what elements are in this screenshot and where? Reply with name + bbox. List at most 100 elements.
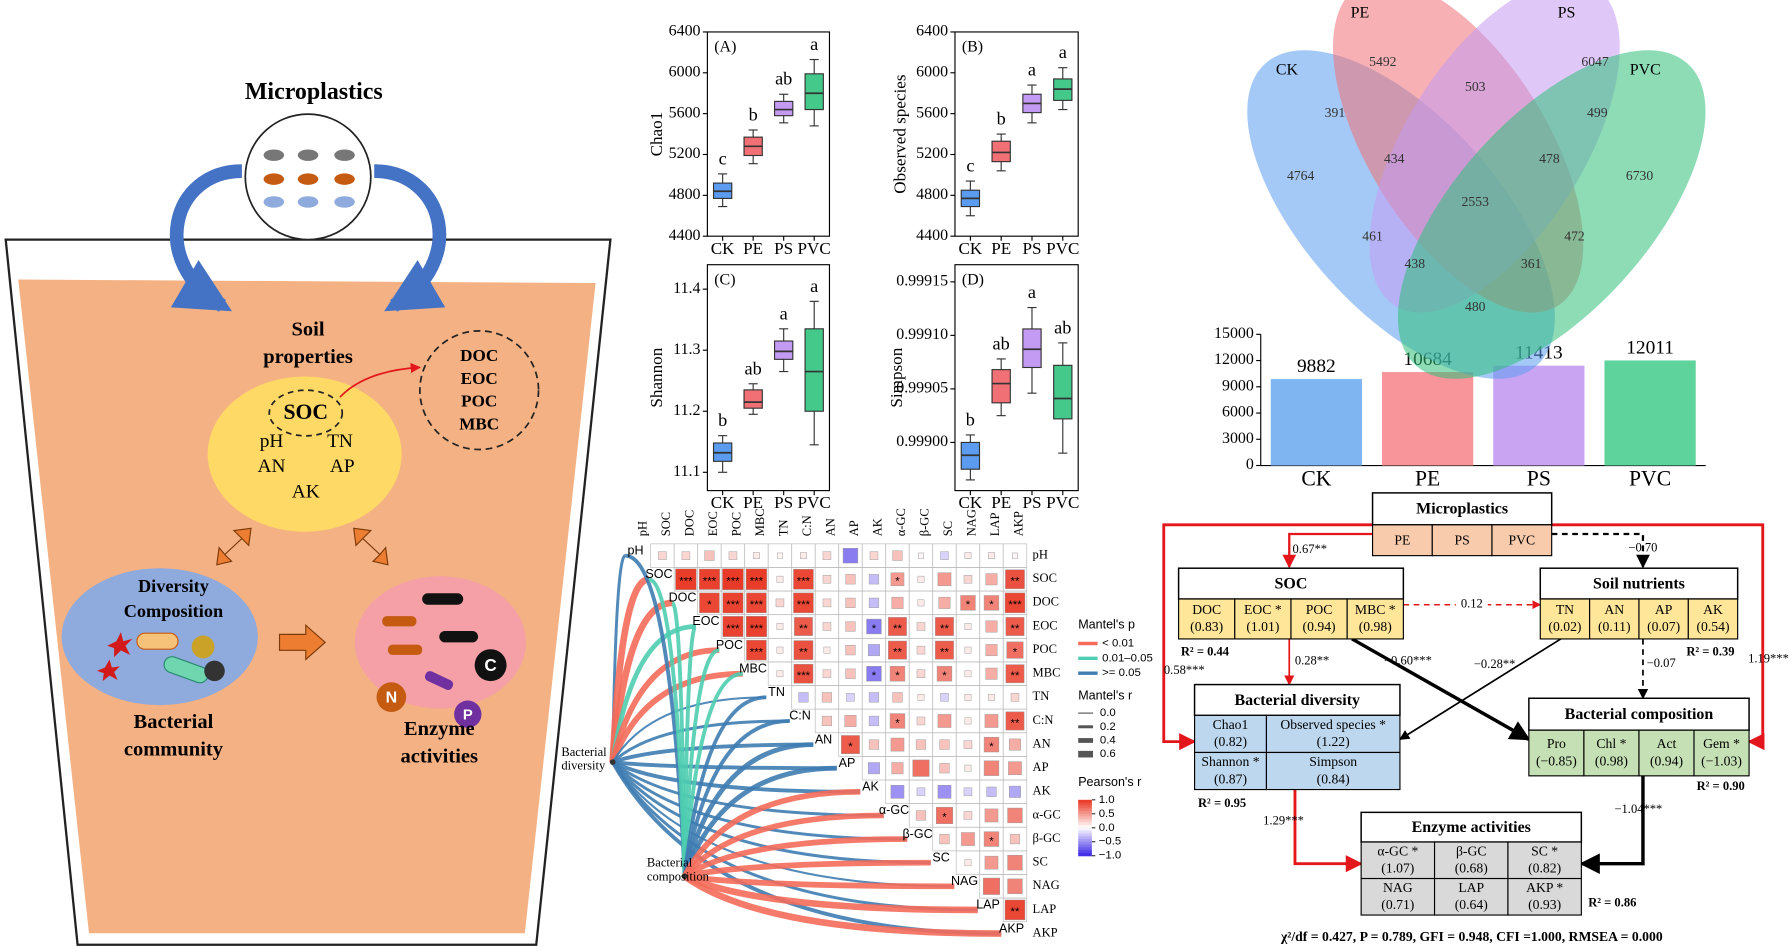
colorbar-step bbox=[1078, 805, 1092, 809]
cell bbox=[984, 808, 999, 823]
box-cell bbox=[1346, 598, 1404, 640]
colorbar-step bbox=[1078, 841, 1092, 846]
cell bbox=[1004, 899, 1026, 921]
significance: ** bbox=[1011, 576, 1020, 588]
cell-loading: (0.84) bbox=[1317, 771, 1350, 787]
y-tick-label: 6400 bbox=[916, 23, 948, 40]
cell-loading: (0.71) bbox=[1381, 897, 1414, 913]
mantel-link bbox=[682, 695, 767, 877]
top-label: NAG bbox=[964, 509, 978, 536]
y-tick-label: 6400 bbox=[669, 23, 701, 40]
letter: ab bbox=[775, 69, 792, 89]
venn-count: 478 bbox=[1539, 151, 1560, 166]
venn-count: 4764 bbox=[1287, 168, 1315, 183]
diag-label: SOC bbox=[645, 567, 672, 581]
right-label: DOC bbox=[1033, 595, 1060, 609]
cell bbox=[821, 692, 833, 703]
mantel-link bbox=[610, 670, 743, 764]
top-label: pH bbox=[635, 521, 649, 536]
plot-frame bbox=[954, 31, 1079, 237]
cell bbox=[776, 623, 784, 630]
label: AP bbox=[330, 456, 355, 477]
x-tick-label: CK bbox=[711, 239, 735, 258]
significance: ** bbox=[799, 646, 808, 658]
significance: ** bbox=[940, 646, 949, 658]
diag-label: α-GC bbox=[879, 803, 909, 817]
mantel-link bbox=[682, 624, 698, 877]
cell bbox=[1007, 855, 1023, 871]
colorbar-step bbox=[1078, 836, 1092, 840]
cell bbox=[891, 596, 904, 609]
y-tick-label: 5200 bbox=[916, 145, 948, 162]
cell bbox=[961, 832, 975, 846]
path-arrow bbox=[1351, 637, 1531, 741]
cell bbox=[985, 620, 998, 633]
diag-label: MBC bbox=[739, 661, 767, 675]
legend-label: < 0.01 bbox=[1102, 638, 1134, 650]
x-tick-label: PS bbox=[1022, 239, 1041, 258]
box-cell bbox=[1638, 729, 1695, 777]
significance: *** bbox=[797, 576, 811, 588]
cell-name: NAG bbox=[1383, 880, 1413, 895]
cell bbox=[658, 551, 667, 560]
icon bbox=[474, 649, 507, 682]
right-label: AK bbox=[1033, 784, 1051, 798]
significance: *** bbox=[797, 670, 811, 682]
box bbox=[1022, 328, 1042, 369]
cell bbox=[868, 739, 880, 750]
top-label: SOC bbox=[659, 512, 673, 536]
top-label: LAP bbox=[988, 513, 1002, 537]
box-cell bbox=[1360, 841, 1436, 880]
letter: a bbox=[810, 276, 818, 296]
colorbar-step bbox=[1078, 810, 1092, 815]
significance: * bbox=[872, 670, 877, 682]
legend-label: −1.0 bbox=[1099, 850, 1122, 862]
cell-name: AKP * bbox=[1526, 880, 1563, 895]
cell bbox=[745, 616, 767, 637]
box-cell bbox=[1589, 598, 1640, 640]
cell bbox=[988, 552, 995, 560]
right-label: SC bbox=[1033, 855, 1048, 869]
mantel-link bbox=[684, 873, 955, 890]
icon bbox=[376, 682, 407, 712]
venn-count: 461 bbox=[1362, 228, 1383, 243]
box bbox=[804, 328, 824, 412]
value-label: 12011 bbox=[1626, 337, 1674, 358]
cell bbox=[866, 666, 882, 682]
y-tick-label: 11.4 bbox=[673, 280, 700, 297]
value-label: 9882 bbox=[1297, 356, 1336, 377]
y-tick-label: 4800 bbox=[916, 186, 948, 203]
cell-loading: (1.22) bbox=[1317, 734, 1350, 750]
cell bbox=[918, 552, 924, 559]
icon-label: N bbox=[386, 689, 398, 706]
x-tick-label: PE bbox=[743, 493, 763, 512]
venn-count: 5492 bbox=[1369, 54, 1397, 69]
cell bbox=[917, 599, 925, 607]
colorbar-step bbox=[1078, 844, 1092, 848]
panel-label: (C) bbox=[714, 271, 735, 288]
venn-set bbox=[1397, 50, 1706, 379]
x-tick-label: PVC bbox=[798, 239, 831, 258]
box-cell bbox=[1265, 751, 1401, 791]
top-label: α-GC bbox=[894, 508, 908, 536]
path-coefficient: −0.60*** bbox=[1384, 654, 1432, 668]
venn-count: 2553 bbox=[1462, 194, 1490, 209]
cell bbox=[841, 735, 860, 754]
label: AN bbox=[258, 456, 286, 477]
legend-title: Pearson's r bbox=[1078, 775, 1141, 789]
top-label: TN bbox=[776, 520, 790, 537]
x-tick-label: PS bbox=[1022, 493, 1041, 512]
label: POC bbox=[461, 392, 497, 411]
x-tick-label: CK bbox=[958, 239, 982, 258]
box-cell bbox=[1431, 524, 1493, 557]
diag-label: C:N bbox=[789, 709, 811, 723]
path-arrow bbox=[1399, 638, 1562, 741]
top-label: MBC bbox=[753, 508, 767, 536]
soil-ellipse bbox=[207, 376, 402, 532]
cell-name: Shannon * bbox=[1201, 754, 1259, 769]
venn-count: 472 bbox=[1564, 228, 1585, 243]
cell bbox=[1005, 617, 1025, 636]
label: TN bbox=[327, 431, 353, 452]
significance: *** bbox=[726, 623, 740, 635]
x-tick-label: PS bbox=[1527, 466, 1551, 490]
